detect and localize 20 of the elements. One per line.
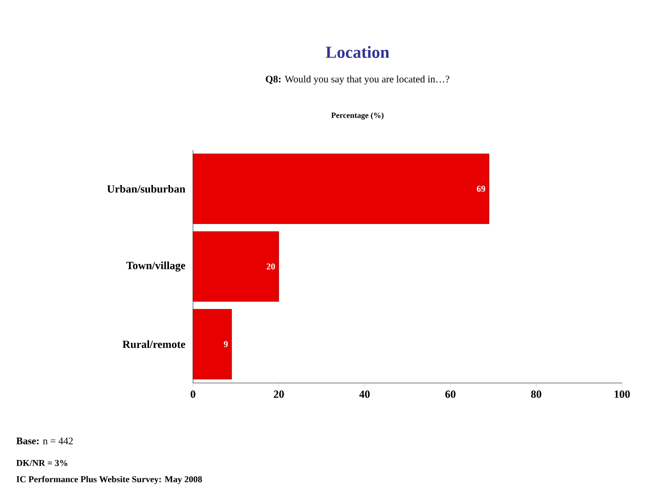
x-tick-label: 80 <box>531 390 542 398</box>
text: IC Performance Plus Website Survey: May 2008 <box>16 476 202 484</box>
chart-subtitle: Q8: Would you say that you are located in…? <box>266 75 450 85</box>
bar <box>192 309 232 380</box>
x-tick-label: 60 <box>445 390 456 398</box>
y-tick-label: Town/village <box>126 261 186 272</box>
y-tick-label: Rural/remote <box>122 340 186 348</box>
data-label: 20 <box>266 263 275 270</box>
data-label: 69 <box>476 186 486 192</box>
text: Base: n = 442 <box>16 438 73 444</box>
data-label: 9 <box>224 341 228 348</box>
x-tick-label: 0 <box>190 390 196 398</box>
x-tick-label: 20 <box>274 390 284 398</box>
x-tick-label: 40 <box>359 390 370 398</box>
x-tick-label: 100 <box>614 390 630 398</box>
chart-title: Location <box>326 46 390 58</box>
bar <box>192 154 490 224</box>
text: DK/NR = 3% <box>16 460 68 466</box>
y-tick-label: Urban/suburban <box>107 184 186 193</box>
bar <box>192 231 280 302</box>
